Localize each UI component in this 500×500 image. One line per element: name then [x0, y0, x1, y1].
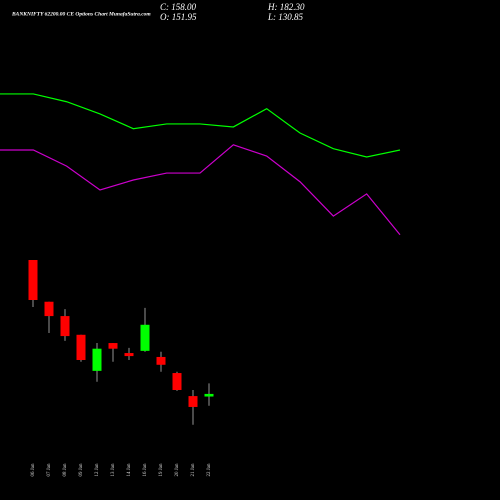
- candle-body: [204, 393, 214, 397]
- candle-body: [188, 396, 198, 407]
- ohlc-info: L: 130.85: [267, 12, 304, 22]
- indicator-line: [0, 144, 401, 236]
- x-tick-label: 08 Jan: [63, 463, 68, 476]
- candle-body: [60, 316, 70, 337]
- x-tick-label: 12 Jan: [95, 463, 100, 476]
- candle-body: [44, 301, 54, 317]
- x-tick-label: 21 Jan: [191, 463, 196, 476]
- chart-title: BANKNIFTY 62200.00 CE Options Chart Muna…: [11, 11, 151, 17]
- x-tick-label: 19 Jan: [159, 463, 164, 476]
- candle-body: [172, 373, 182, 390]
- x-tick-label: 07 Jan: [47, 463, 52, 476]
- x-tick-label: 06 Jan: [31, 463, 36, 476]
- candle-body: [140, 324, 150, 351]
- ohlc-info: C: 158.00: [160, 2, 197, 12]
- candle-body: [124, 353, 134, 357]
- x-tick-label: 09 Jan: [79, 463, 84, 476]
- ohlc-info: H: 182.30: [267, 2, 305, 12]
- x-tick-label: 14 Jan: [127, 463, 132, 476]
- indicator-line: [0, 93, 401, 158]
- candle-body: [28, 260, 38, 300]
- x-tick-label: 22 Jan: [207, 463, 212, 476]
- x-tick-label: 20 Jan: [175, 463, 180, 476]
- candle-body: [156, 356, 166, 365]
- candle-body: [108, 343, 118, 349]
- candle-body: [92, 348, 102, 371]
- x-tick-label: 16 Jan: [143, 463, 148, 476]
- candle-body: [76, 334, 86, 360]
- ohlc-info: O: 151.95: [160, 12, 197, 22]
- x-tick-label: 13 Jan: [111, 463, 116, 476]
